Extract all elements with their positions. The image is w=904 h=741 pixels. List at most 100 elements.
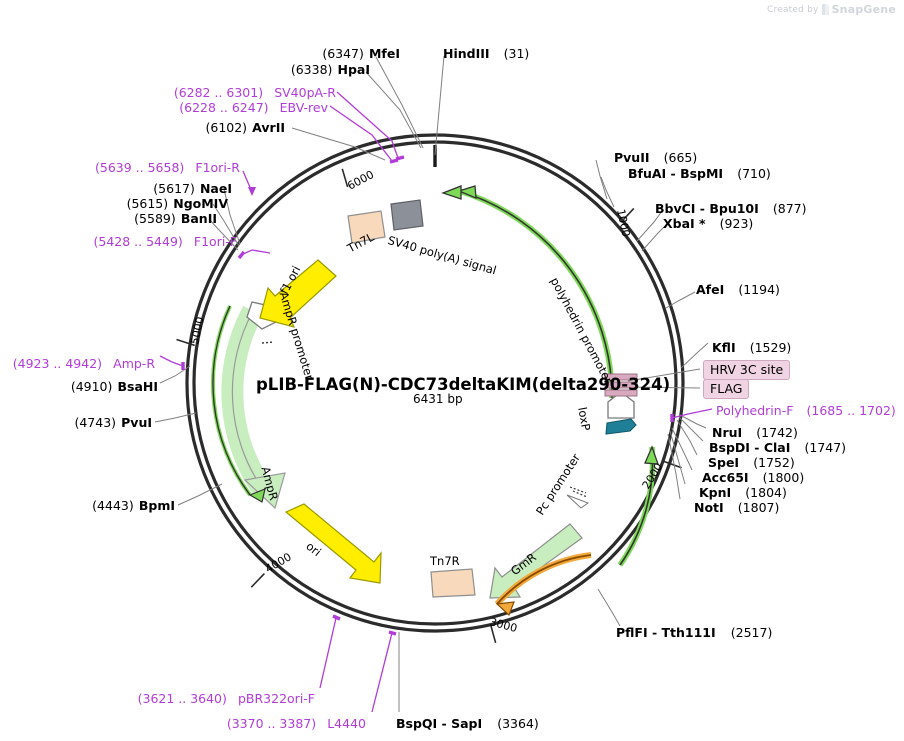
enzyme-name: KflI — [712, 340, 736, 355]
enzyme-position: (2517) — [730, 625, 773, 640]
enzyme-label-kfli[interactable]: KflI (1529) — [712, 339, 791, 355]
tag-hrv-3c-site[interactable]: HRV 3C site — [703, 360, 791, 380]
enzyme-name: Acc65I — [702, 470, 749, 485]
enzyme-label-pflfi-tth111i[interactable]: PflFI - Tth111I (2517) — [616, 624, 772, 640]
enzyme-label-hpai[interactable]: (6338) HpaI — [0, 61, 370, 77]
feature-polyhedrin-promoter — [441, 185, 615, 399]
primer-range: (3370 .. 3387) — [226, 716, 317, 731]
enzyme-label-bbvci-bpu10i[interactable]: BbvCI - Bpu10I (877) — [655, 200, 806, 216]
primer-range: (5639 .. 5658) — [95, 160, 185, 175]
svg-text:1000: 1000 — [614, 208, 633, 238]
primer-label-ebv-rev[interactable]: (6228 .. 6247) EBV-rev — [0, 99, 328, 115]
primer-leader-lines — [159, 91, 713, 713]
feature-tag-stack — [604, 373, 638, 397]
enzyme-position: (1807) — [737, 500, 780, 515]
enzyme-label-nrui[interactable]: NruI (1742) — [712, 424, 798, 440]
enzyme-label-acc65i[interactable]: Acc65I (1800) — [702, 469, 804, 485]
enzyme-name: PvuII — [614, 150, 650, 165]
feature-pc-promoter — [617, 445, 659, 567]
enzyme-label-spei[interactable]: SpeI (1752) — [708, 454, 795, 470]
enzyme-name: BanII — [180, 211, 217, 226]
enzyme-label-bpmi[interactable]: (4443) BpmI — [0, 497, 175, 513]
enzyme-label-banii[interactable]: (5589) BanII — [0, 210, 217, 226]
feature-tn7l — [347, 210, 386, 244]
enzyme-name: BspQI - SapI — [396, 716, 483, 731]
enzyme-name: HpaI — [337, 62, 371, 77]
enzyme-label-noti[interactable]: NotI (1807) — [694, 499, 779, 515]
enzyme-position: (665) — [663, 150, 698, 165]
enzyme-label-mfei[interactable]: (6347) MfeI — [0, 45, 400, 61]
enzyme-position: (31) — [503, 46, 530, 61]
enzyme-label-naei[interactable]: (5617) NaeI — [0, 180, 232, 196]
enzyme-label-pvuii[interactable]: PvuII (665) — [614, 149, 697, 165]
enzyme-name: NaeI — [199, 181, 232, 196]
feature-white-promoter-arrow — [607, 391, 635, 419]
enzyme-position: (4443) — [92, 498, 134, 513]
enzyme-name: MfeI — [368, 46, 400, 61]
primer-label-f1ori-r[interactable]: (5639 .. 5658) F1ori-R — [0, 159, 240, 175]
primer-range: (6228 .. 6247) — [179, 100, 269, 115]
enzyme-position: (877) — [772, 201, 807, 216]
enzyme-leader-lines — [154, 55, 709, 712]
plasmid-size: 6431 bp — [413, 392, 463, 406]
enzyme-position: (5589) — [134, 211, 176, 226]
enzyme-position: (710) — [737, 166, 771, 181]
primer-range: (5428 .. 5449) — [93, 234, 183, 249]
primer-label-pbr322ori-f[interactable]: (3621 .. 3640) pBR322ori-F — [0, 690, 315, 706]
primer-label-polyhedrin-f[interactable]: Polyhedrin-F (1685 .. 1702) — [716, 402, 896, 418]
primer-label-l4440[interactable]: (3370 .. 3387) L4440 — [0, 715, 366, 731]
enzyme-label-bspdi-clai[interactable]: BspDI - ClaI (1747) — [709, 439, 846, 455]
enzyme-position: (923) — [719, 216, 754, 231]
enzyme-label-hindiii[interactable]: HindIII (31) — [443, 45, 529, 61]
enzyme-label-bfuai-bspmi[interactable]: BfuAI - BspMI (710) — [628, 165, 771, 181]
feature-sv40-polya-signal — [390, 199, 424, 231]
enzyme-name: AvrII — [252, 120, 285, 135]
primer-name: EBV-rev — [279, 100, 328, 115]
enzyme-position: (6338) — [290, 62, 333, 77]
feature-orange-arrow — [494, 552, 592, 617]
primer-range: (6282 .. 6301) — [173, 85, 264, 100]
enzyme-label-bsahi[interactable]: (4910) BsaHI — [0, 378, 158, 394]
enzyme-name: BsaHI — [117, 379, 158, 394]
primer-range: (1685 .. 1702) — [806, 403, 896, 418]
primer-name: L4440 — [327, 716, 366, 731]
enzyme-name: XbaI * — [663, 216, 706, 231]
primer-name: F1ori-R — [195, 160, 240, 175]
enzyme-position: (6102) — [205, 120, 248, 135]
svg-text:5000: 5000 — [188, 316, 207, 346]
primer-name: pBR322ori-F — [237, 691, 315, 706]
enzyme-label-ngomiv[interactable]: (5615) NgoMIV — [0, 195, 228, 211]
enzyme-name: HindIII — [443, 46, 490, 61]
enzyme-position: (1742) — [756, 425, 798, 440]
enzyme-label-kpni[interactable]: KpnI (1804) — [699, 484, 787, 500]
enzyme-position: (4910) — [70, 379, 113, 394]
feature-ampr — [211, 305, 286, 510]
svg-text:6000: 6000 — [345, 168, 376, 193]
watermark-brand: SnapGene — [831, 3, 896, 16]
enzyme-position: (1529) — [749, 340, 792, 355]
plasmid-name: pLIB-FLAG(N)-CDC73deltaKIM(delta290-324) — [256, 375, 671, 394]
primer-label-amp-r[interactable]: (4923 .. 4942) Amp-R — [0, 355, 155, 371]
tag-flag[interactable]: FLAG — [703, 379, 750, 399]
primer-name: Polyhedrin-F — [716, 403, 794, 418]
enzyme-position: (5615) — [126, 196, 169, 211]
enzyme-position: (1804) — [745, 485, 787, 500]
enzyme-name: SpeI — [708, 455, 740, 470]
enzyme-label-xbai[interactable]: XbaI * (923) — [663, 215, 753, 231]
enzyme-name: PvuI — [121, 415, 152, 430]
enzyme-label-avrii[interactable]: (6102) AvrII — [0, 119, 285, 135]
enzyme-label-bspqi-sapi[interactable]: BspQI - SapI (3364) — [396, 715, 539, 731]
primer-label-sv40pa-r[interactable]: (6282 .. 6301) SV40pA-R — [0, 84, 336, 100]
enzyme-name: NgoMIV — [173, 196, 228, 211]
primer-name: SV40pA-R — [274, 85, 336, 100]
enzyme-name: NotI — [694, 500, 724, 515]
enzyme-label-afei[interactable]: AfeI (1194) — [696, 281, 780, 297]
primer-range: (3621 .. 3640) — [137, 691, 227, 706]
svg-text:4000: 4000 — [263, 550, 294, 575]
enzyme-position: (4743) — [74, 415, 117, 430]
enzyme-label-pvui[interactable]: (4743) PvuI — [0, 414, 152, 430]
feature-f1-ori — [259, 259, 337, 328]
enzyme-name: BpmI — [138, 498, 175, 513]
primer-label-f1ori-f[interactable]: (5428 .. 5449) F1ori-F — [0, 233, 237, 249]
